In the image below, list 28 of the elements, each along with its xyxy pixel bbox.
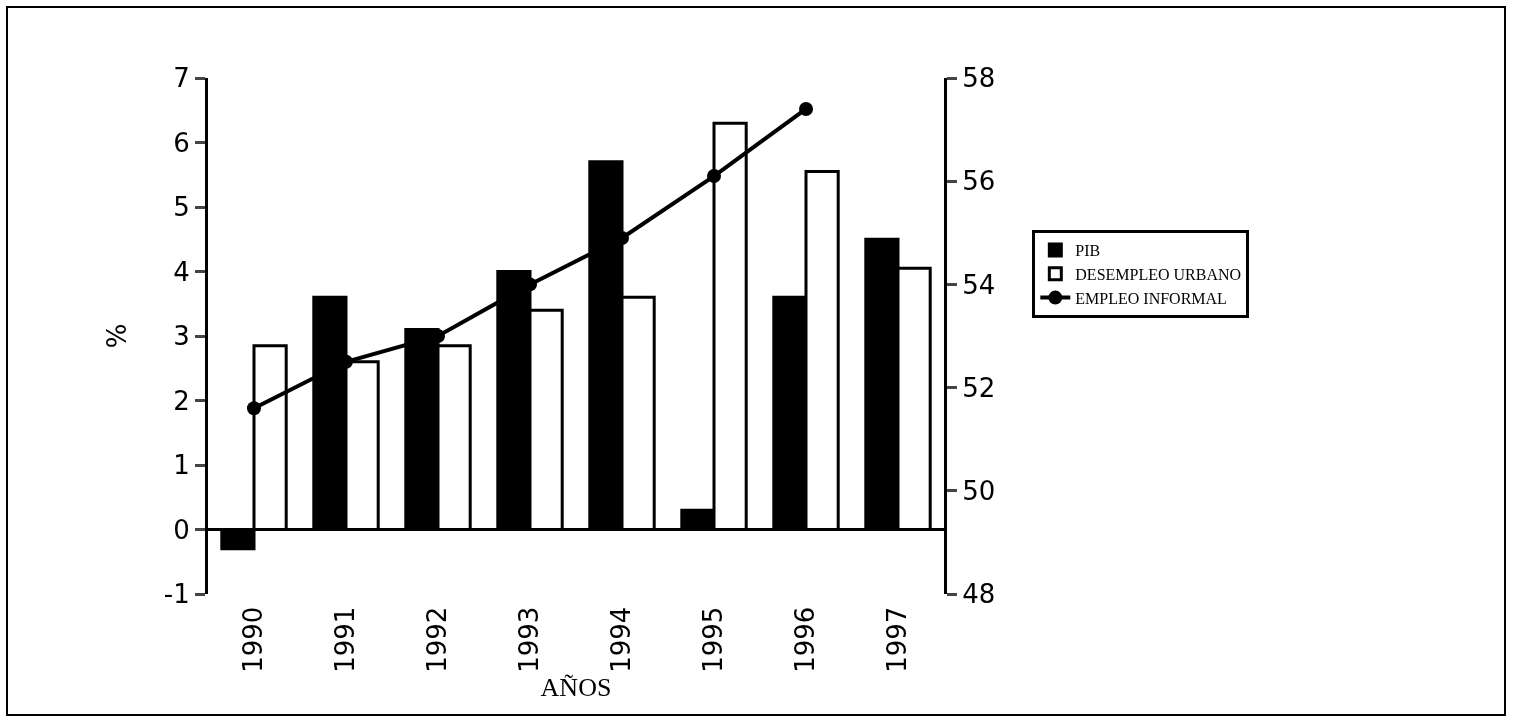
y-tick-label: 6 xyxy=(173,127,190,158)
x-tick-label: 1994 xyxy=(606,606,637,673)
y-tick-label: 2 xyxy=(173,385,190,416)
x-tick-label: 1991 xyxy=(330,606,361,673)
x-tick-label: 1996 xyxy=(790,606,821,673)
y-tick-label: 1 xyxy=(173,450,190,481)
y-tick-label: 0 xyxy=(173,514,190,545)
legend-label: DESEMPLEO URBANO xyxy=(1075,266,1242,284)
y2-tick-label: 48 xyxy=(962,579,996,610)
y-tick-label: 5 xyxy=(173,192,190,223)
legend-label: PIB xyxy=(1075,242,1101,260)
y2-tick-label: 54 xyxy=(962,269,996,300)
x-tick-label: 1992 xyxy=(422,606,453,673)
y-tick-label: 4 xyxy=(173,256,190,287)
y2-tick-label: 50 xyxy=(962,475,996,506)
y-axis-title: % xyxy=(102,323,133,349)
x-tick-label: 1993 xyxy=(514,606,545,673)
y2-tick-label: 52 xyxy=(962,372,996,403)
legend-label: EMPLEO INFORMAL xyxy=(1075,289,1227,307)
x-tick-label: 1997 xyxy=(882,606,913,673)
x-tick-label: 1995 xyxy=(698,606,729,673)
y-tick-label: 3 xyxy=(173,321,190,352)
y2-tick-label: 58 xyxy=(962,63,996,94)
y2-tick-label: 56 xyxy=(962,166,996,197)
y-tick-label: 7 xyxy=(173,63,190,94)
x-tick-label: 1990 xyxy=(238,606,269,673)
y-tick-label: -1 xyxy=(163,579,190,610)
x-axis-title: AÑOS xyxy=(540,672,612,702)
